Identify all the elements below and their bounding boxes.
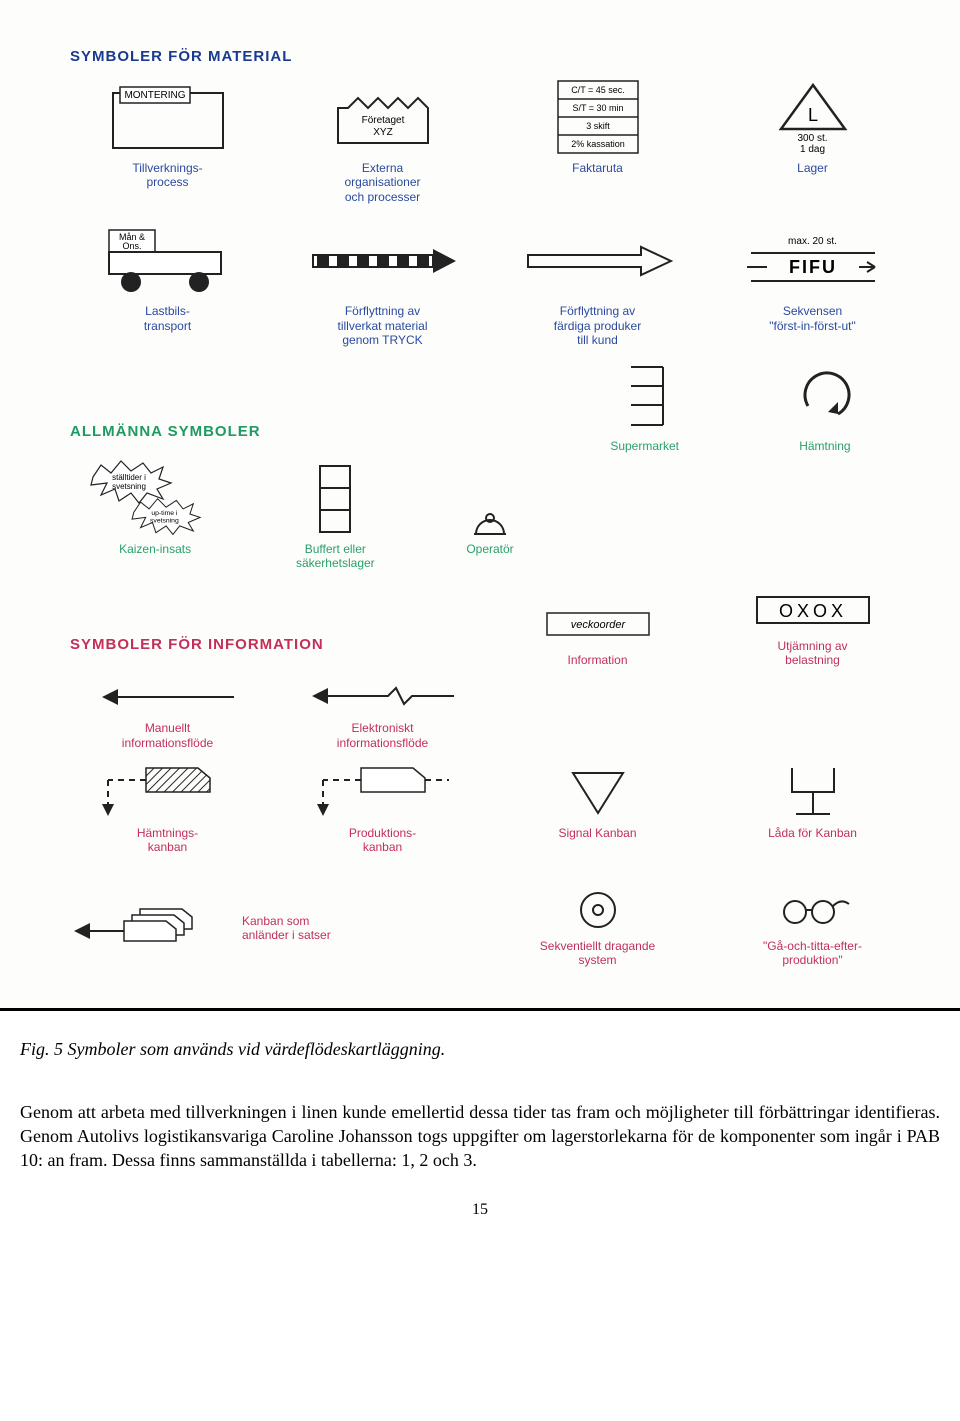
label-buffer: Buffert eller säkerhetslager	[296, 542, 375, 571]
symbol-fifo: max. 20 st. FIFU Sekvensen "först-in-för…	[715, 222, 910, 347]
svg-text:3 skift: 3 skift	[586, 121, 610, 131]
symbol-operator: Operatör	[430, 460, 549, 571]
symbol-supermarket: Supermarket	[560, 357, 730, 453]
svg-text:C/T = 45 sec.: C/T = 45 sec.	[571, 85, 625, 95]
symbol-external: Företaget XYZ Externa organisationer och…	[285, 79, 480, 204]
label-shiparrow: Förflyttning av färdiga produker till ku…	[554, 304, 641, 347]
label-prodkanban: Produktions- kanban	[349, 826, 416, 855]
label-hamtning: Hämtning	[799, 439, 850, 453]
label-process: Tillverknings- process	[132, 161, 202, 190]
label-gosee: "Gå-och-titta-efter- produktion"	[763, 939, 862, 968]
label-kaizen: Kaizen-insats	[119, 542, 191, 556]
label-oxox: Utjämning av belastning	[777, 639, 847, 668]
label-supermarket: Supermarket	[610, 439, 679, 453]
section-title-material: SYMBOLER FÖR MATERIAL	[70, 48, 910, 65]
symbol-databox: C/T = 45 sec. S/T = 30 min 3 skift 2% ka…	[500, 79, 695, 204]
svg-text:FIFU: FIFU	[789, 257, 837, 277]
label-databox: Faktaruta	[572, 161, 623, 175]
svg-text:2% kassation: 2% kassation	[571, 139, 625, 149]
symbol-truck: Mån & Ons. Lastbils- transport	[70, 222, 265, 347]
svg-text:svetsning: svetsning	[112, 482, 146, 491]
svg-text:XYZ: XYZ	[373, 127, 392, 138]
label-signalkanban: Signal Kanban	[558, 826, 636, 840]
symbol-pusharrow: Förflyttning av tillverkat material geno…	[285, 222, 480, 347]
symbol-oxox: OXOX Utjämning av belastning	[715, 585, 910, 668]
label-operator: Operatör	[466, 542, 513, 556]
symbol-kaizen: ställtider i svetsning up-time i svetsni…	[70, 460, 240, 571]
label-seqpull: Sekventiellt dragande system	[540, 939, 655, 968]
symbol-shiparrow: Förflyttning av färdiga produker till ku…	[500, 222, 695, 347]
svg-text:OXOX: OXOX	[778, 601, 846, 621]
section-title-allmanna: ALLMÄNNA SYMBOLER	[70, 423, 550, 440]
material-grid: MONTERING Tillverknings- process Företag…	[70, 79, 910, 347]
symbol-hamtning: Hämtning	[740, 357, 910, 453]
svg-text:veckoorder: veckoorder	[570, 619, 626, 631]
symbol-signalkanban: Signal Kanban	[500, 762, 695, 855]
label-withdrawkanban: Hämtnings- kanban	[137, 826, 198, 855]
fifo-top: max. 20 st.	[788, 236, 837, 247]
symbol-infobox: veckoorder Information	[500, 599, 695, 667]
page-number: 15	[0, 1201, 960, 1219]
label-kanbanpost: Låda för Kanban	[768, 826, 857, 840]
svg-text:MONTERING: MONTERING	[124, 90, 185, 101]
symbol-kanbanpost: Låda för Kanban	[715, 762, 910, 855]
label-infobox: Information	[567, 653, 627, 667]
svg-text:Ons.: Ons.	[122, 241, 141, 251]
label-lager: Lager	[797, 161, 828, 175]
symbol-process: MONTERING Tillverknings- process	[70, 79, 265, 204]
label-fifo: Sekvensen "först-in-först-ut"	[769, 304, 856, 333]
allmanna-grid: ställtider i svetsning up-time i svetsni…	[70, 460, 910, 571]
figure-caption: Fig. 5 Symboler som används vid värdeflö…	[20, 1039, 940, 1060]
diagram-page: SYMBOLER FÖR MATERIAL MONTERING Tillverk…	[0, 0, 960, 1011]
symbol-earrow: Elektroniskt informationsflöde	[285, 677, 480, 750]
label-batchkanban: Kanban som anländer i satser	[242, 914, 331, 943]
svg-text:L: L	[807, 105, 817, 125]
svg-text:S/T = 30 min: S/T = 30 min	[572, 103, 623, 113]
lager-sub: 300 st. 1 dag	[797, 133, 827, 155]
svg-text:ställtider i: ställtider i	[112, 473, 146, 482]
body-paragraph: Genom att arbeta med tillverkningen i li…	[20, 1100, 940, 1173]
symbol-batchkanban: Kanban som anländer i satser	[70, 885, 480, 968]
label-pusharrow: Förflyttning av tillverkat material geno…	[337, 304, 427, 347]
symbol-manualarrow: Manuellt informationsflöde	[70, 677, 265, 750]
symbol-withdrawkanban: Hämtnings- kanban	[70, 762, 265, 855]
label-manualarrow: Manuellt informationsflöde	[122, 721, 213, 750]
svg-text:up-time i: up-time i	[151, 510, 178, 517]
symbol-buffer: Buffert eller säkerhetslager	[250, 460, 420, 571]
svg-text:Företaget: Företaget	[361, 115, 404, 126]
symbol-seqpull: Sekventiellt dragande system	[500, 885, 695, 968]
symbol-gosee: "Gå-och-titta-efter- produktion"	[715, 885, 910, 968]
section-title-info: SYMBOLER FÖR INFORMATION	[70, 636, 480, 653]
label-external: Externa organisationer och processer	[344, 161, 420, 204]
symbol-lager: L 300 st. 1 dag Lager	[715, 79, 910, 204]
label-truck: Lastbils- transport	[144, 304, 191, 333]
svg-text:svetsning: svetsning	[150, 517, 179, 524]
label-earrow: Elektroniskt informationsflöde	[337, 721, 428, 750]
symbol-prodkanban: Produktions- kanban	[285, 762, 480, 855]
